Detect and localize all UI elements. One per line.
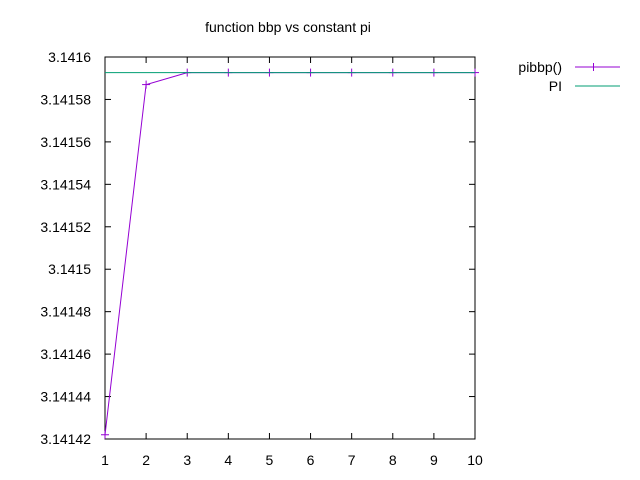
data-point-marker [142, 80, 151, 89]
data-point-marker [101, 430, 109, 439]
series-line-1 [104, 72, 475, 435]
x-tick-label: 2 [142, 452, 150, 468]
x-tick-label: 7 [348, 452, 356, 468]
legend-label: pibbp() [518, 59, 562, 75]
y-tick-label: 3.14156 [40, 134, 91, 150]
y-tick-label: 3.14148 [40, 304, 91, 320]
x-tick-label: 10 [467, 452, 483, 468]
x-tick-label: 1 [101, 452, 109, 468]
legend-label: PI [549, 78, 562, 94]
x-tick-label: 6 [307, 452, 315, 468]
x-tick-label: 4 [224, 452, 232, 468]
y-tick-label: 3.14152 [40, 219, 91, 235]
y-tick-label: 3.14146 [40, 346, 91, 362]
y-tick-label: 3.14144 [40, 389, 91, 405]
chart-title: function bbp vs constant pi [205, 19, 371, 35]
x-tick-label: 5 [266, 452, 274, 468]
y-tick-label: 3.1415 [48, 261, 91, 277]
x-tick-label: 9 [430, 452, 438, 468]
y-axis: 3.14142 3.14144 3.14146 3.14148 3.1415 3.1415… [40, 49, 475, 447]
plot-area-border [104, 56, 476, 440]
y-tick-label: 3.14158 [40, 91, 91, 107]
y-tick-label: 3.14142 [40, 431, 91, 447]
x-tick-label: 8 [389, 452, 397, 468]
legend: pibbp() PI [518, 59, 620, 94]
x-axis: 1 2 3 4 5 6 7 8 9 10 [101, 57, 483, 468]
y-tick-label: 3.14154 [40, 176, 91, 192]
x-tick-label: 3 [183, 452, 191, 468]
y-tick-label: 3.1416 [48, 49, 91, 65]
series-layer [101, 68, 479, 439]
